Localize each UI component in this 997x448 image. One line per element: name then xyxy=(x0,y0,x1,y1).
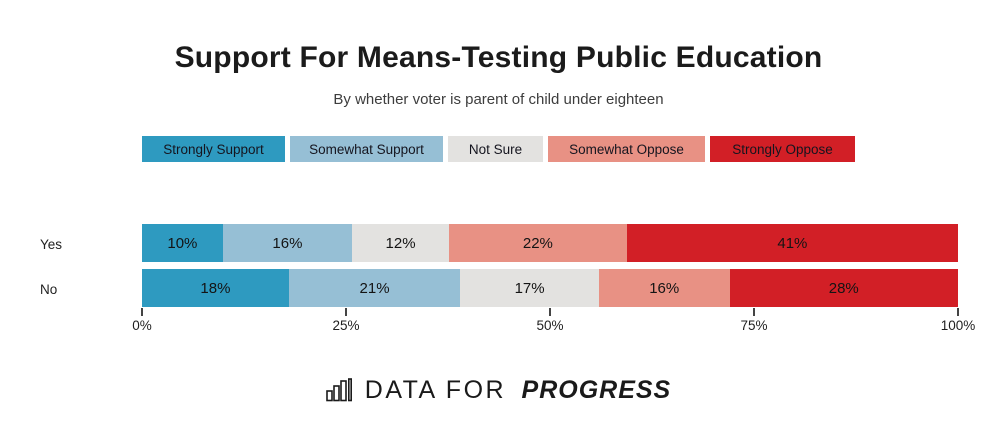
brand-wordmark: DATA FOR PROGRESS xyxy=(365,376,671,405)
x-axis-tick xyxy=(957,308,959,316)
bar-row-yes: 10% 16% 12% 22% 41% xyxy=(142,224,959,262)
bar-segment-no-somewhat-oppose: 16% xyxy=(598,269,730,307)
brand-footer: DATA FOR PROGRESS xyxy=(0,376,997,405)
bar-segment-no-somewhat-support: 21% xyxy=(288,269,461,307)
category-label-yes: Yes xyxy=(40,237,63,252)
bar-segment-yes-strongly-oppose: 41% xyxy=(626,224,959,262)
bar-segment-yes-somewhat-support: 16% xyxy=(222,224,353,262)
legend-chip-somewhat-oppose: Somewhat Oppose xyxy=(548,136,705,162)
bar-segment-no-strongly-oppose: 28% xyxy=(729,269,958,307)
bar-segment-no-not-sure: 17% xyxy=(460,269,599,307)
legend: Strongly Support Somewhat Support Not Sure… xyxy=(142,136,855,162)
legend-chip-somewhat-support: Somewhat Support xyxy=(290,136,443,162)
x-axis-tick xyxy=(345,308,347,316)
bar-segment-yes-strongly-support: 10% xyxy=(142,224,223,262)
bar-chart-icon xyxy=(325,377,352,401)
x-axis-tick xyxy=(549,308,551,316)
brand-prefix: DATA FOR xyxy=(364,376,507,404)
bar-segment-yes-somewhat-oppose: 22% xyxy=(449,224,627,262)
legend-chip-strongly-oppose: Strongly Oppose xyxy=(710,136,855,162)
x-axis-tick-label: 75% xyxy=(740,318,768,333)
bar-row-no: 18% 21% 17% 16% 28% xyxy=(142,269,958,307)
legend-chip-strongly-support: Strongly Support xyxy=(142,136,285,162)
x-axis-tick-label: 25% xyxy=(332,318,360,333)
bar-segment-no-strongly-support: 18% xyxy=(142,269,289,307)
x-axis-tick xyxy=(753,308,755,316)
category-label-no: No xyxy=(40,282,58,297)
chart-title: Support For Means-Testing Public Educati… xyxy=(174,41,823,74)
brand-suffix: PROGRESS xyxy=(521,376,672,404)
x-axis-tick xyxy=(141,308,143,316)
x-axis-tick-label: 100% xyxy=(940,318,976,333)
legend-chip-not-sure: Not Sure xyxy=(448,136,543,162)
x-axis-tick-label: 50% xyxy=(536,318,564,333)
bar-segment-yes-not-sure: 12% xyxy=(352,224,450,262)
chart-subtitle: By whether voter is parent of child unde… xyxy=(333,91,664,108)
x-axis-tick-label: 0% xyxy=(132,318,152,333)
